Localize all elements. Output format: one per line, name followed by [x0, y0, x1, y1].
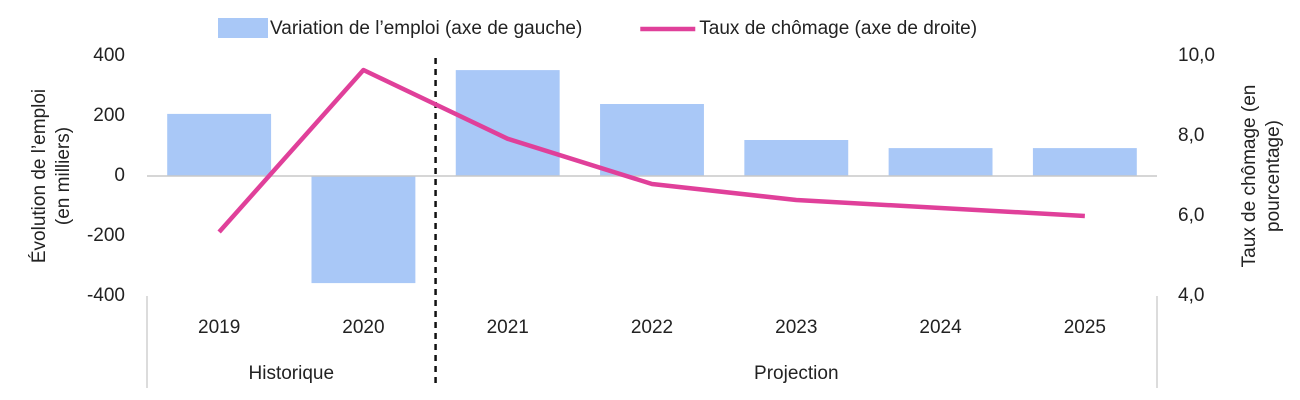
y2-tick-label: 4,0 [1178, 285, 1204, 306]
x-tick-label: 2024 [919, 317, 962, 338]
x-tick-label: 2023 [775, 317, 817, 338]
y-tick-label: -400 [87, 285, 125, 306]
y-axis-title: (en milliers) [53, 127, 74, 225]
bar [888, 148, 993, 176]
y2-tick-label: 10,0 [1178, 45, 1215, 66]
bar [167, 113, 272, 176]
group-label: Historique [249, 363, 335, 384]
bar [744, 140, 849, 176]
legend-swatch [218, 18, 268, 38]
y2-axis-title: pourcentage) [1263, 120, 1284, 232]
bar [1032, 148, 1137, 176]
y2-axis-title: Taux de chômage (en [1239, 85, 1260, 268]
legend-label: Variation de l’emploi (axe de gauche) [270, 18, 582, 39]
x-tick-label: 2022 [631, 317, 673, 338]
x-tick-label: 2025 [1064, 317, 1106, 338]
legend-label: Taux de chômage (axe de droite) [699, 18, 977, 39]
y2-tick-label: 8,0 [1178, 125, 1204, 146]
group-label: Projection [754, 363, 839, 384]
bar [311, 176, 416, 284]
y-tick-label: 200 [93, 105, 125, 126]
x-tick-label: 2020 [342, 317, 384, 338]
x-tick-label: 2019 [198, 317, 240, 338]
line [217, 67, 1085, 234]
y-axis-title: Évolution de l’emploi [29, 89, 50, 263]
y-tick-label: -200 [87, 225, 125, 246]
x-tick-label: 2021 [487, 317, 529, 338]
y-tick-label: 0 [114, 165, 125, 186]
bar [600, 104, 704, 176]
y-tick-label: 400 [93, 45, 125, 66]
y2-tick-label: 6,0 [1178, 205, 1204, 226]
